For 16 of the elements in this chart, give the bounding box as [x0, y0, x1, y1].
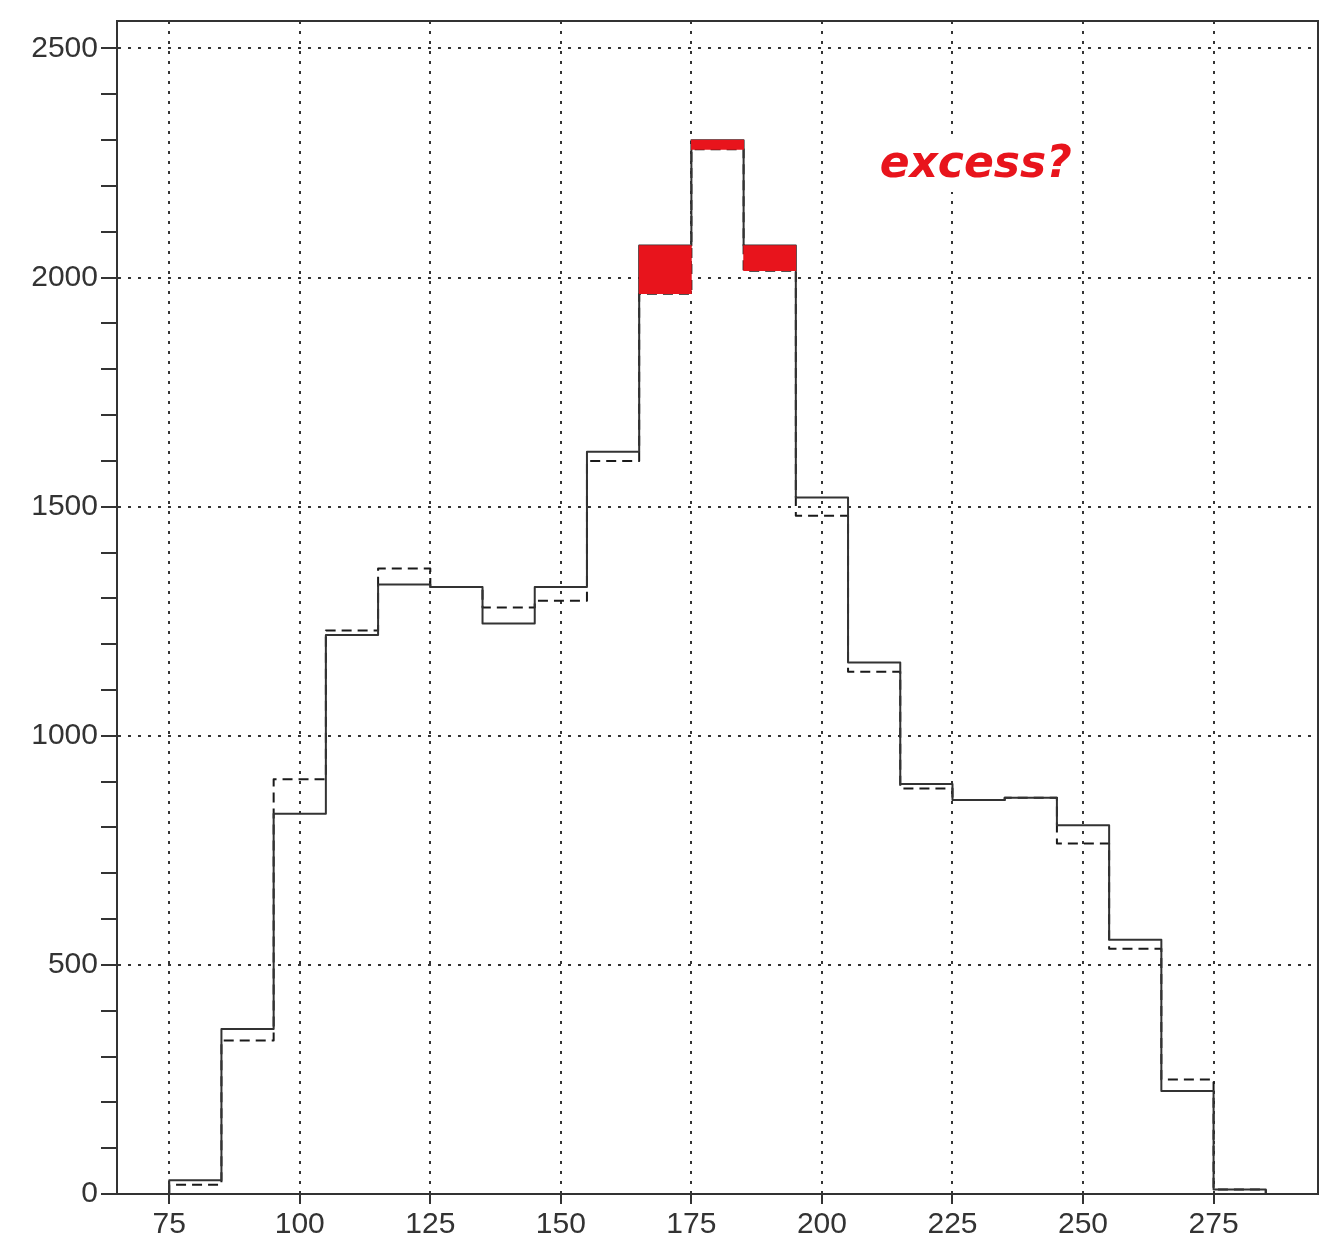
x-tick-label: 250	[1057, 1206, 1109, 1240]
x-tick-label: 75	[152, 1206, 186, 1240]
x-tick-label: 125	[405, 1206, 456, 1240]
y-tick-label: 2500	[31, 29, 98, 63]
y-tick-label: 1000	[31, 717, 98, 751]
y-tick-label: 500	[47, 946, 98, 980]
x-tick-label: 225	[927, 1206, 978, 1240]
y-tick-label: 1500	[31, 487, 98, 521]
annotation: excess?	[879, 136, 1072, 188]
x-tick-label: 150	[535, 1206, 586, 1240]
x-tick-label: 200	[796, 1206, 847, 1240]
x-tick-label: 100	[274, 1206, 325, 1240]
x-tick-label: 275	[1188, 1206, 1239, 1240]
x-tick-label: 175	[666, 1206, 717, 1240]
y-tick-label: 2000	[31, 258, 98, 292]
y-tick-label: 0	[81, 1175, 98, 1209]
